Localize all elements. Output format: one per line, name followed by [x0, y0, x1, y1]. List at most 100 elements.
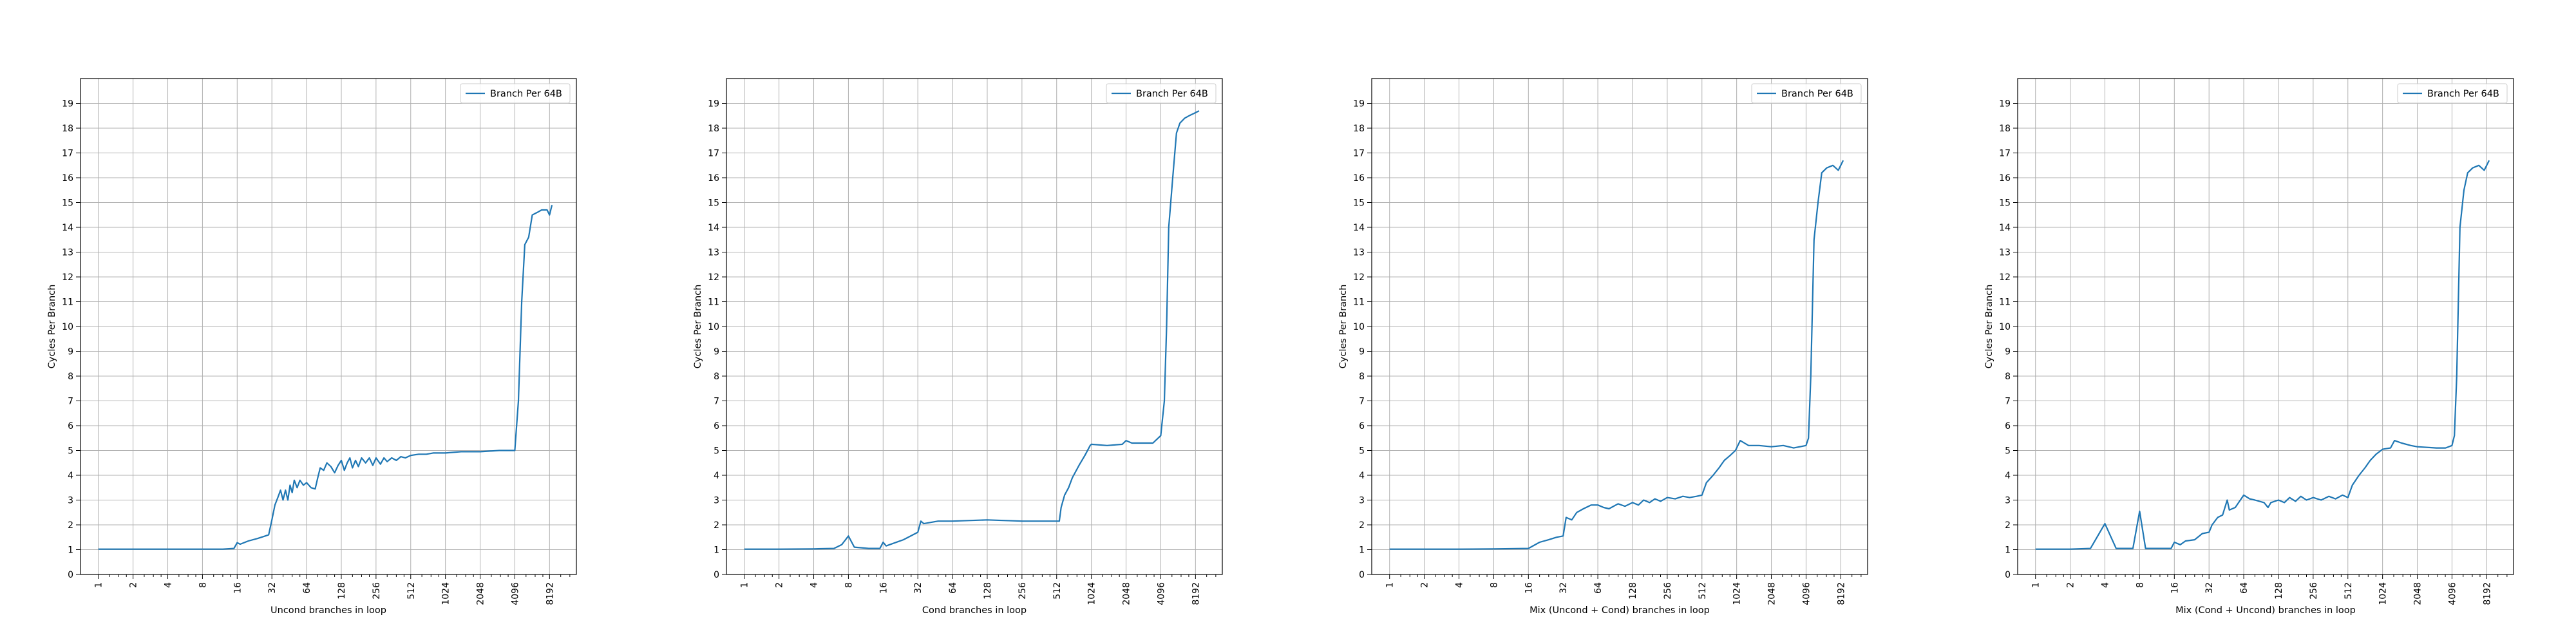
y-tick-label: 3	[68, 496, 73, 506]
y-tick-label: 5	[714, 446, 719, 457]
x-tick-label: 8	[2135, 582, 2145, 588]
x-tick-label: 4096	[510, 582, 520, 605]
y-tick-label: 17	[62, 149, 73, 159]
y-tick-label: 14	[1353, 223, 1365, 233]
y-tick-label: 11	[1353, 298, 1365, 308]
y-tick-label: 14	[708, 223, 719, 233]
y-tick-label: 4	[714, 471, 719, 481]
x-tick-label: 1024	[1732, 582, 1743, 605]
x-tick-label: 1	[1385, 582, 1396, 588]
series-line-branch-per-64b	[744, 110, 1200, 550]
y-tick-label: 9	[2005, 347, 2011, 357]
y-tick-label: 8	[714, 372, 719, 382]
x-tick-label: 2	[775, 582, 785, 588]
x-tick-label: 8192	[545, 582, 555, 605]
y-tick-label: 4	[1359, 471, 1365, 481]
legend: Branch Per 64B	[460, 83, 571, 104]
y-tick-label: 0	[2005, 570, 2011, 580]
y-tick-label: 9	[68, 347, 73, 357]
x-axis-label: Mix (Cond + Uncond) branches in loop	[2175, 605, 2356, 616]
x-tick-label: 8	[198, 582, 208, 588]
x-tick-label: 1	[2031, 582, 2041, 588]
legend: Branch Per 64B	[2397, 83, 2508, 104]
y-tick-label: 13	[708, 248, 719, 258]
x-tick-label: 512	[2344, 582, 2354, 600]
y-tick-label: 5	[2005, 446, 2011, 457]
y-tick-label: 9	[1359, 347, 1365, 357]
plot-frame	[2017, 78, 2514, 575]
y-tick-label: 8	[68, 372, 73, 382]
x-tick-label: 8	[844, 582, 854, 588]
x-tick-label: 512	[1052, 582, 1063, 600]
legend: Branch Per 64B	[1751, 83, 1862, 104]
y-tick-label: 6	[714, 421, 719, 431]
y-tick-label: 8	[1359, 372, 1365, 382]
y-tick-label: 19	[62, 99, 73, 109]
x-tick-label: 1024	[1087, 582, 1097, 605]
y-tick-label: 12	[62, 272, 73, 283]
x-tick-label: 512	[1698, 582, 1708, 600]
y-tick-label: 1	[1359, 545, 1365, 556]
y-tick-label: 6	[68, 421, 73, 431]
y-tick-label: 5	[68, 446, 73, 457]
y-tick-label: 3	[714, 496, 719, 506]
y-tick-label: 10	[708, 322, 719, 332]
legend-box	[2397, 83, 2508, 104]
y-tick-label: 13	[1353, 248, 1365, 258]
y-tick-label: 16	[62, 173, 73, 184]
x-tick-label: 256	[1663, 582, 1673, 600]
y-tick-label: 2	[68, 520, 73, 531]
y-tick-label: 15	[1999, 198, 2011, 209]
x-tick-label: 16	[2170, 582, 2180, 594]
x-tick-label: 16	[878, 582, 889, 594]
y-tick-label: 1	[68, 545, 73, 556]
y-tick-label: 18	[1999, 124, 2011, 134]
legend-box	[1106, 83, 1217, 104]
y-tick-label: 12	[708, 272, 719, 283]
legend: Branch Per 64B	[1106, 83, 1217, 104]
x-axis-label: Mix (Uncond + Cond) branches in loop	[1530, 605, 1710, 616]
y-tick-label: 12	[1353, 272, 1365, 283]
x-tick-label: 4	[2101, 582, 2111, 588]
x-tick-label: 1024	[2378, 582, 2389, 605]
y-tick-label: 2	[2005, 520, 2011, 531]
x-axis-label: Cond branches in loop	[922, 605, 1027, 616]
x-tick-label: 128	[2274, 582, 2284, 600]
y-tick-label: 17	[1999, 149, 2011, 159]
y-tick-label: 1	[714, 545, 719, 556]
y-tick-label: 16	[1353, 173, 1365, 184]
x-tick-label: 256	[372, 582, 382, 600]
y-tick-label: 18	[62, 124, 73, 134]
y-tick-label: 19	[1353, 99, 1365, 109]
y-tick-label: 6	[1359, 421, 1365, 431]
x-tick-label: 128	[337, 582, 347, 600]
x-tick-label: 2	[129, 582, 139, 588]
x-tick-label: 8192	[2482, 582, 2492, 605]
y-tick-label: 10	[62, 322, 73, 332]
y-tick-label: 13	[62, 248, 73, 258]
y-tick-label: 11	[1999, 298, 2011, 308]
x-tick-label: 64	[948, 582, 958, 594]
y-tick-label: 10	[1353, 322, 1365, 332]
x-tick-label: 8192	[1836, 582, 1846, 605]
y-tick-label: 15	[62, 198, 73, 209]
y-tick-label: 4	[68, 471, 73, 481]
y-tick-label: 15	[1353, 198, 1365, 209]
y-tick-label: 3	[1359, 496, 1365, 506]
y-tick-label: 16	[708, 173, 719, 184]
plot-frame	[1371, 78, 1868, 575]
x-tick-label: 4	[1455, 582, 1465, 588]
x-axis-label: Uncond branches in loop	[270, 605, 386, 616]
y-tick-label: 19	[708, 99, 719, 109]
x-tick-label: 32	[913, 582, 923, 594]
y-tick-label: 5	[1359, 446, 1365, 457]
y-tick-label: 7	[68, 397, 73, 407]
y-axis-label: Cycles Per Branch	[693, 285, 703, 369]
y-tick-label: 11	[708, 298, 719, 308]
y-tick-label: 8	[2005, 372, 2011, 382]
